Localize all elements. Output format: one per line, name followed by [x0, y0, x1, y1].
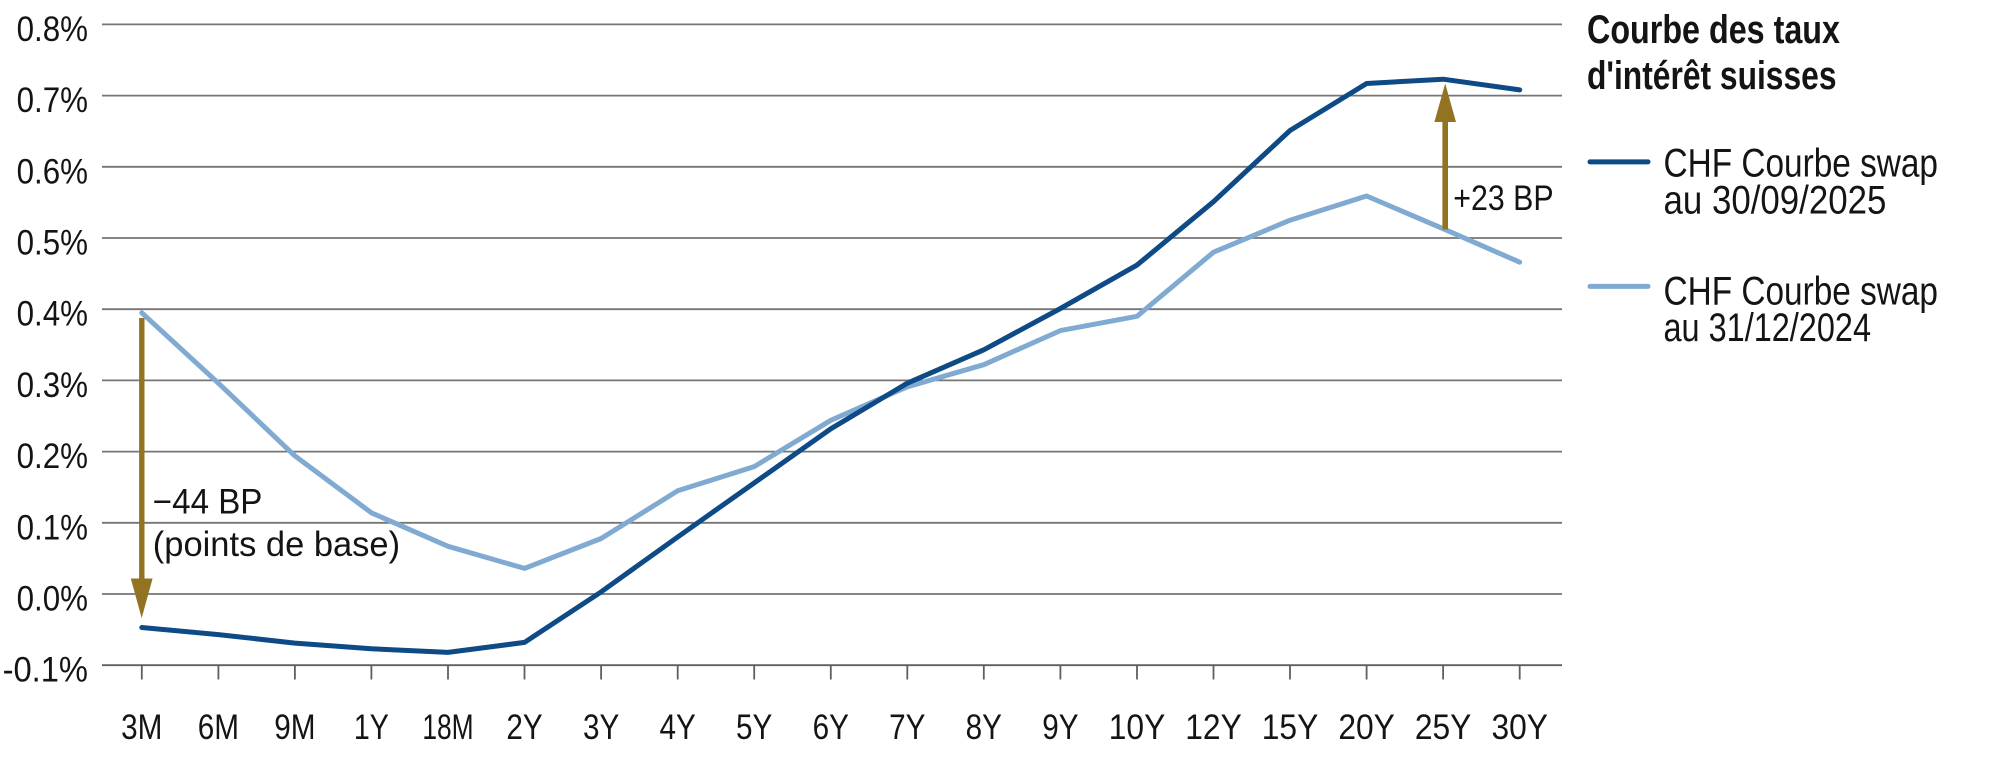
svg-text:12Y: 12Y [1185, 708, 1242, 747]
svg-text:d'intérêt suisses: d'intérêt suisses [1587, 54, 1837, 98]
svg-text:9Y: 9Y [1042, 708, 1078, 747]
svg-text:20Y: 20Y [1338, 708, 1395, 747]
svg-text:9M: 9M [274, 708, 315, 747]
svg-text:30Y: 30Y [1491, 708, 1548, 747]
svg-text:0.1%: 0.1% [17, 508, 88, 547]
svg-text:Courbe des taux: Courbe des taux [1587, 8, 1840, 52]
svg-text:0.4%: 0.4% [17, 295, 88, 334]
svg-text:−44 BP: −44 BP [153, 482, 263, 521]
svg-text:18M: 18M [422, 708, 473, 747]
svg-text:7Y: 7Y [889, 708, 925, 747]
svg-text:3M: 3M [121, 708, 162, 747]
svg-text:6M: 6M [198, 708, 239, 747]
svg-text:CHF Courbe swap: CHF Courbe swap [1664, 270, 1939, 314]
svg-text:5Y: 5Y [736, 708, 772, 747]
svg-text:(points de base): (points de base) [153, 525, 400, 564]
svg-text:au 31/12/2024: au 31/12/2024 [1664, 306, 1872, 350]
svg-text:CHF Courbe swap: CHF Courbe swap [1664, 142, 1939, 186]
svg-text:3Y: 3Y [583, 708, 619, 747]
svg-text:4Y: 4Y [660, 708, 696, 747]
svg-text:10Y: 10Y [1109, 708, 1166, 747]
svg-text:0.2%: 0.2% [17, 437, 88, 476]
svg-text:+23 BP: +23 BP [1453, 179, 1553, 218]
svg-text:25Y: 25Y [1415, 708, 1472, 747]
svg-text:0.6%: 0.6% [17, 152, 88, 191]
svg-text:0.8%: 0.8% [17, 10, 88, 49]
svg-text:0.0%: 0.0% [17, 580, 88, 619]
svg-text:2Y: 2Y [506, 708, 542, 747]
svg-text:1Y: 1Y [354, 708, 389, 747]
svg-text:0.7%: 0.7% [17, 81, 88, 120]
svg-text:8Y: 8Y [966, 708, 1002, 747]
svg-text:6Y: 6Y [813, 708, 849, 747]
svg-text:0.3%: 0.3% [17, 366, 88, 405]
svg-text:-0.1%: -0.1% [3, 651, 88, 690]
svg-text:0.5%: 0.5% [17, 224, 88, 263]
svg-text:au 30/09/2025: au 30/09/2025 [1664, 178, 1887, 222]
svg-text:15Y: 15Y [1262, 708, 1319, 747]
